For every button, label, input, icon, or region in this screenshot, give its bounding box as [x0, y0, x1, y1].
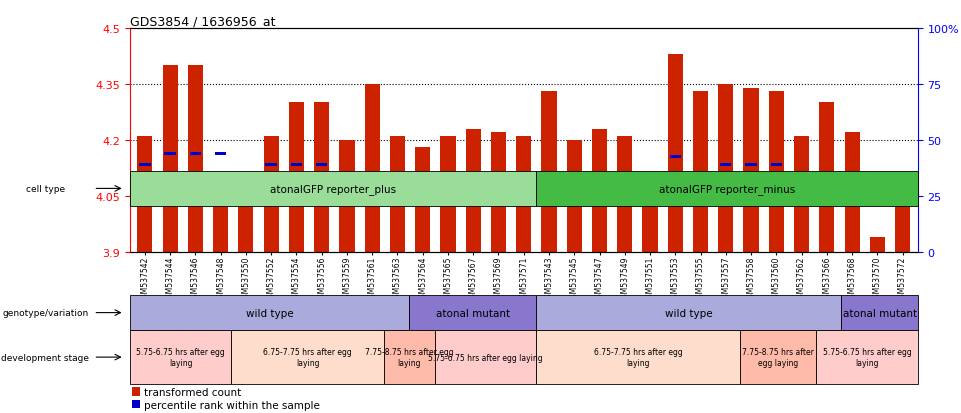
Text: 5.75-6.75 hrs after egg laying: 5.75-6.75 hrs after egg laying — [429, 353, 543, 362]
Bar — [820, 103, 834, 252]
Bar — [594, 182, 605, 185]
Bar — [536, 295, 842, 330]
Bar — [440, 137, 456, 252]
Text: atonal mutant: atonal mutant — [436, 308, 510, 318]
Text: GDS3854 / 1636956_at: GDS3854 / 1636956_at — [130, 15, 275, 28]
Bar — [491, 133, 506, 252]
Bar — [187, 66, 203, 252]
Bar — [339, 140, 355, 252]
Bar — [821, 193, 832, 196]
Bar — [238, 189, 254, 252]
Bar — [215, 152, 227, 155]
Bar — [771, 164, 782, 166]
Bar — [643, 189, 657, 252]
Bar — [364, 85, 380, 252]
Bar — [744, 88, 758, 252]
Bar — [516, 137, 531, 252]
Bar — [718, 85, 733, 252]
Bar — [567, 140, 581, 252]
Text: wild type: wild type — [246, 308, 293, 318]
Bar — [415, 148, 431, 252]
Bar — [466, 129, 480, 252]
Bar — [314, 103, 330, 252]
Bar — [720, 164, 731, 166]
Bar — [536, 330, 740, 384]
Bar — [265, 164, 277, 166]
Bar — [132, 387, 139, 396]
Bar — [668, 55, 683, 252]
Bar — [240, 193, 252, 196]
Bar — [695, 182, 706, 185]
Bar — [434, 330, 536, 384]
Bar — [442, 182, 454, 185]
Bar — [341, 182, 353, 185]
Bar — [746, 164, 756, 166]
Bar — [139, 164, 151, 166]
Bar — [569, 182, 579, 185]
Bar — [468, 182, 479, 185]
Bar — [162, 66, 178, 252]
Bar — [617, 137, 632, 252]
Bar — [895, 178, 910, 252]
Bar — [417, 182, 429, 185]
Text: 6.75-7.75 hrs after egg
laying: 6.75-7.75 hrs after egg laying — [263, 348, 352, 367]
Bar — [847, 182, 858, 185]
Bar — [213, 178, 229, 252]
Bar — [289, 103, 304, 252]
Text: 7.75-8.75 hrs after egg
laying: 7.75-8.75 hrs after egg laying — [365, 348, 454, 367]
Bar — [794, 137, 809, 252]
Bar — [137, 137, 153, 252]
Bar — [130, 330, 232, 384]
Bar — [543, 182, 554, 185]
Text: 7.75-8.75 hrs after
egg laying: 7.75-8.75 hrs after egg laying — [742, 348, 814, 367]
Bar — [816, 330, 918, 384]
Bar — [390, 137, 405, 252]
Text: atonalGFP reporter_plus: atonalGFP reporter_plus — [270, 183, 396, 195]
Text: transformed count: transformed count — [144, 387, 241, 397]
Bar — [845, 133, 860, 252]
Bar — [769, 92, 784, 252]
Text: 6.75-7.75 hrs after egg
laying: 6.75-7.75 hrs after egg laying — [594, 348, 682, 367]
Bar — [493, 182, 505, 185]
Bar — [796, 182, 807, 185]
Bar — [366, 182, 378, 185]
Text: 5.75-6.75 hrs after egg
laying: 5.75-6.75 hrs after egg laying — [136, 348, 225, 367]
Bar — [518, 182, 530, 185]
Bar — [592, 129, 607, 252]
Bar — [842, 295, 918, 330]
Text: 5.75-6.75 hrs after egg
laying: 5.75-6.75 hrs after egg laying — [823, 348, 911, 367]
Text: wild type: wild type — [665, 308, 713, 318]
Bar — [130, 295, 409, 330]
Bar — [872, 193, 883, 196]
Text: cell type: cell type — [26, 185, 65, 193]
Bar — [316, 164, 328, 166]
Text: genotype/variation: genotype/variation — [2, 309, 88, 317]
Bar — [870, 237, 885, 252]
Bar — [740, 330, 816, 384]
Text: atonalGFP reporter_minus: atonalGFP reporter_minus — [659, 183, 796, 195]
Bar — [541, 92, 556, 252]
Bar — [392, 182, 404, 185]
Text: percentile rank within the sample: percentile rank within the sample — [144, 400, 320, 410]
Text: development stage: development stage — [1, 353, 89, 362]
Bar — [263, 137, 279, 252]
Bar — [132, 400, 139, 408]
Bar — [619, 182, 630, 185]
Bar — [670, 156, 681, 159]
Bar — [384, 330, 434, 384]
Bar — [644, 190, 655, 192]
Bar — [232, 330, 384, 384]
Bar — [409, 295, 536, 330]
Bar — [897, 182, 908, 185]
Bar — [164, 152, 176, 155]
Bar — [536, 171, 918, 206]
Bar — [693, 92, 708, 252]
Text: atonal mutant: atonal mutant — [843, 308, 917, 318]
Bar — [130, 171, 536, 206]
Bar — [291, 164, 302, 166]
Bar — [189, 152, 201, 155]
